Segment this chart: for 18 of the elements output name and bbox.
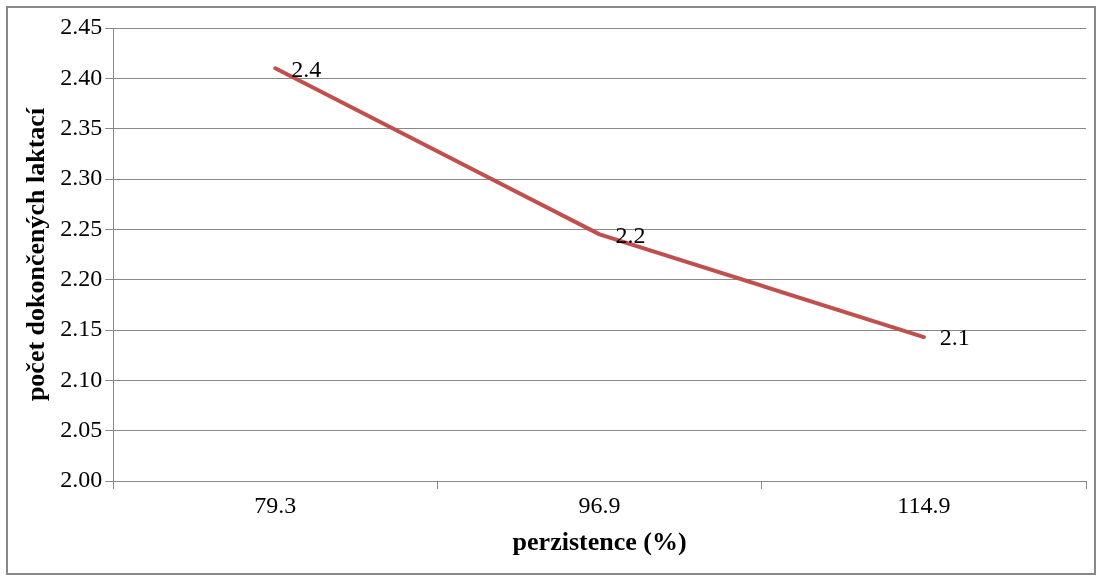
x-tick-label: 114.9 bbox=[897, 491, 951, 518]
data-label: 2.1 bbox=[939, 324, 970, 351]
y-tick-label: 2.10 bbox=[60, 365, 103, 392]
x-tick-label: 96.9 bbox=[578, 491, 621, 518]
y-tick-label: 2.35 bbox=[60, 113, 103, 140]
y-tick-label: 2.30 bbox=[60, 164, 103, 191]
y-tick-label: 2.25 bbox=[60, 214, 103, 241]
x-axis-title: perzistence (%) bbox=[512, 527, 687, 557]
y-tick-label: 2.15 bbox=[60, 315, 103, 342]
y-tick-label: 2.05 bbox=[60, 415, 103, 442]
y-tick-label: 2.45 bbox=[60, 13, 103, 40]
x-tick-label: 79.3 bbox=[254, 491, 297, 518]
data-label: 2.4 bbox=[291, 55, 322, 82]
y-tick-label: 2.00 bbox=[60, 466, 103, 493]
data-label: 2.2 bbox=[615, 221, 646, 248]
y-tick-label: 2.40 bbox=[60, 63, 103, 90]
y-tick-label: 2.20 bbox=[60, 264, 103, 291]
y-axis-title: počet dokončených laktací bbox=[21, 107, 51, 402]
